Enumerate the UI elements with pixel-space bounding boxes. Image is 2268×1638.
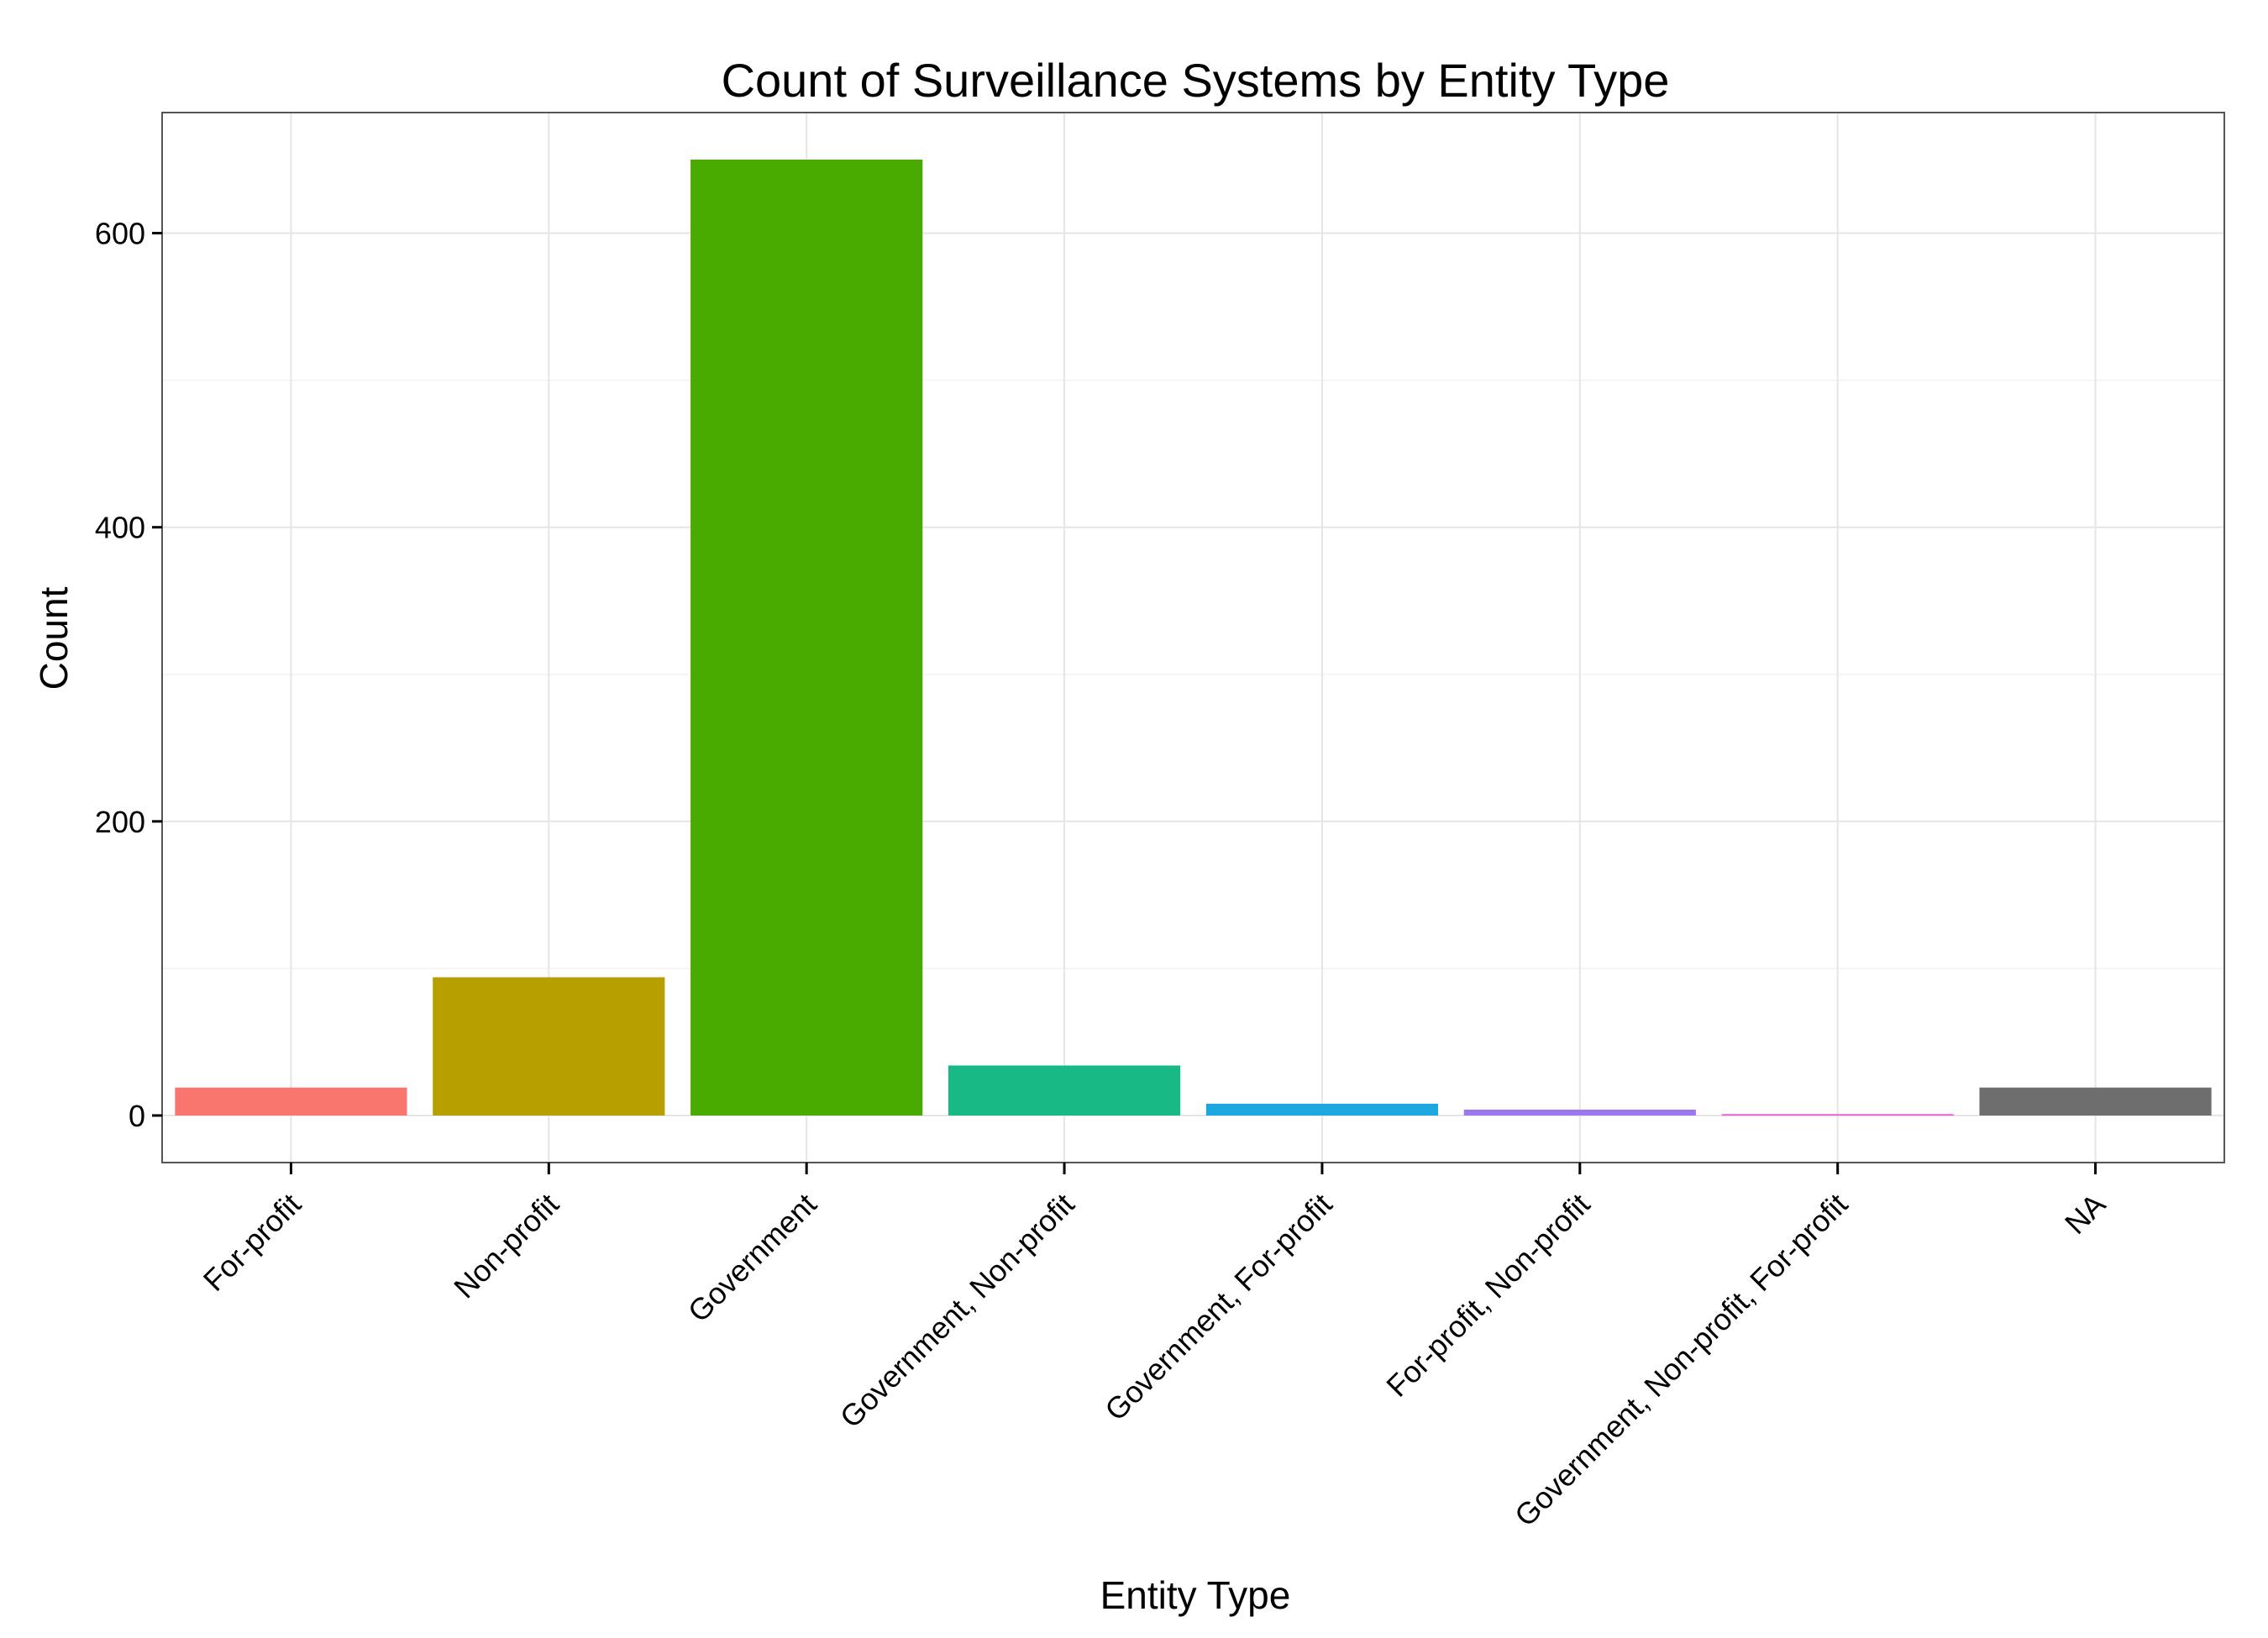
y-tick-label: 0 [129, 1099, 145, 1133]
bar-for-profit-non-profit [1463, 1109, 1696, 1116]
y-tick-label: 400 [95, 511, 145, 545]
y-axis-title: Count [32, 586, 76, 690]
x-axis-title: Entity Type [1100, 1573, 1291, 1617]
y-axis: 0 200 400 600 [95, 217, 162, 1133]
bars [175, 160, 2212, 1116]
y-tick-label: 200 [95, 805, 145, 839]
y-tick-label: 600 [95, 217, 145, 251]
bar-government-non-profit-for-profit [1721, 1114, 1954, 1116]
chart-title: Count of Surveillance Systems by Entity … [722, 54, 1670, 107]
bar-non-profit [433, 977, 665, 1116]
bar-for-profit [175, 1087, 407, 1116]
bar-government [690, 160, 923, 1116]
bar-government-non-profit [948, 1065, 1181, 1116]
plot-panel-border [161, 112, 2225, 1163]
bar-government-for-profit [1205, 1103, 1439, 1116]
bar-na [1979, 1087, 2212, 1116]
